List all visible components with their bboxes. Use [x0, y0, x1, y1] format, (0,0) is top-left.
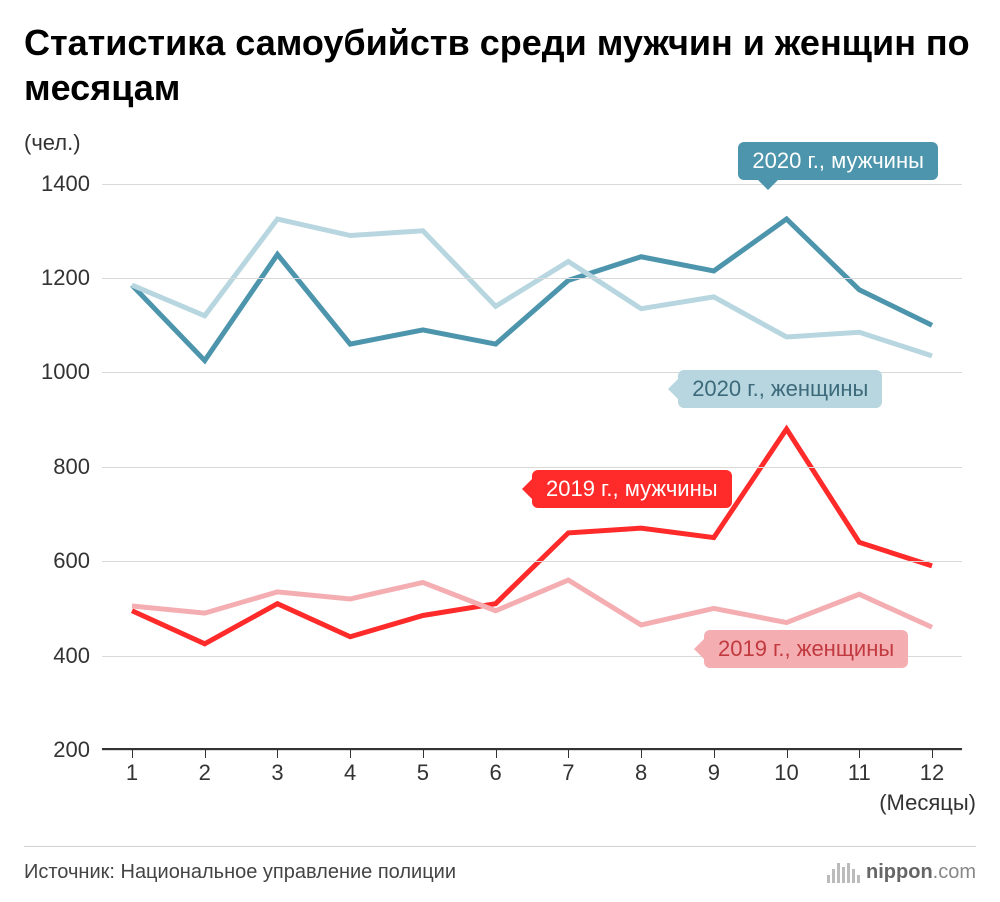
x-tick-label: 1 [126, 750, 138, 786]
x-tick-label: 9 [708, 750, 720, 786]
logo-bars-icon [827, 863, 860, 883]
x-tick-label: 7 [562, 750, 574, 786]
series-label-women_2020: 2020 г., женщины [678, 370, 882, 408]
chart-container: (чел.) 200400600800100012001400123456789… [24, 130, 976, 810]
grid-line [102, 561, 962, 562]
x-tick-label: 8 [635, 750, 647, 786]
grid-line [102, 750, 962, 751]
series-men_2020 [132, 219, 932, 361]
source-text: Источник: Национальное управление полици… [24, 861, 456, 884]
y-tick-label: 1000 [41, 359, 102, 385]
y-tick-label: 200 [53, 737, 102, 763]
grid-line [102, 184, 962, 185]
x-tick-label: 2 [199, 750, 211, 786]
plot-area: 2004006008001000120014001234567891011122… [102, 160, 962, 750]
x-tick-label: 5 [417, 750, 429, 786]
y-tick-label: 1200 [41, 265, 102, 291]
chart-footer: Источник: Национальное управление полици… [24, 846, 976, 884]
x-tick-label: 11 [848, 750, 871, 786]
x-tick-label: 10 [774, 750, 798, 786]
y-tick-label: 1400 [41, 171, 102, 197]
y-tick-label: 400 [53, 643, 102, 669]
x-tick-label: 4 [344, 750, 356, 786]
x-tick-label: 6 [490, 750, 502, 786]
series-label-men_2019: 2019 г., мужчины [532, 470, 732, 508]
y-tick-label: 800 [53, 454, 102, 480]
series-label-men_2020: 2020 г., мужчины [738, 142, 938, 180]
series-label-women_2019: 2019 г., женщины [704, 630, 908, 668]
logo-text: nippon.com [866, 861, 976, 884]
y-tick-label: 600 [53, 548, 102, 574]
chart-title: Статистика самоубийств среди мужчин и же… [24, 20, 976, 110]
x-tick-label: 3 [271, 750, 283, 786]
grid-line [102, 467, 962, 468]
nippon-logo: nippon.com [827, 861, 976, 884]
x-axis-unit: (Месяцы) [879, 790, 976, 816]
grid-line [102, 278, 962, 279]
x-tick-label: 12 [920, 750, 944, 786]
y-axis-unit: (чел.) [24, 130, 81, 156]
